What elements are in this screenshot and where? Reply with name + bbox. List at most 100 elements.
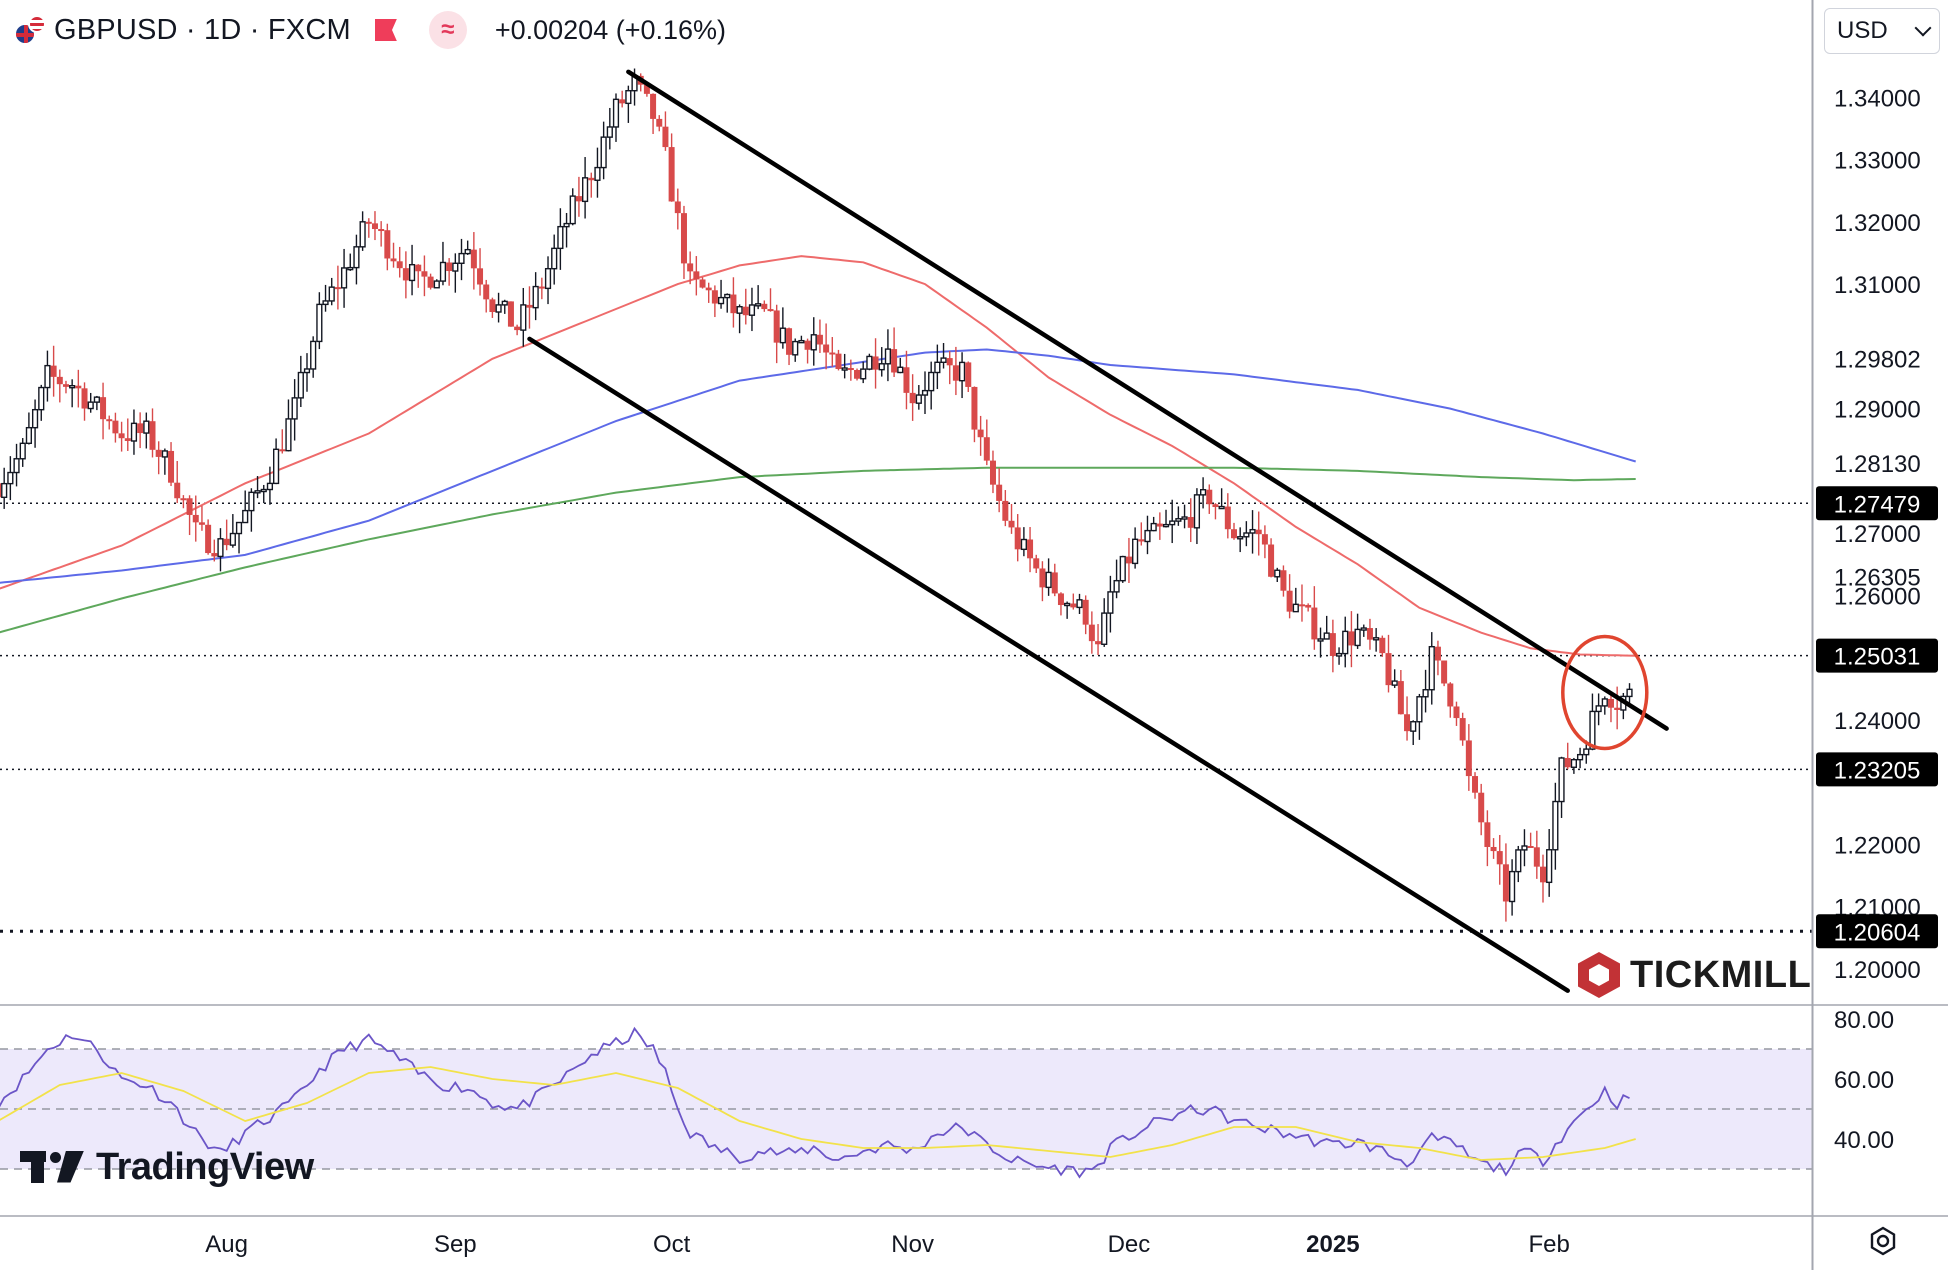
candle-body-bear xyxy=(643,84,650,94)
candle-body-bull xyxy=(143,420,150,434)
candle-body-bull xyxy=(1410,721,1417,732)
tickmill-wordmark: TICKMILL xyxy=(1630,953,1812,996)
symbol-title[interactable]: GBPUSD · 1D · FXCM xyxy=(54,13,351,46)
candle-body-bear xyxy=(674,201,681,214)
candle-body-bear xyxy=(1366,628,1373,640)
time-tick-label: Sep xyxy=(434,1231,477,1258)
candle-body-bull xyxy=(1416,696,1423,723)
candle-body-bear xyxy=(662,126,669,148)
candle-body-bull xyxy=(1601,698,1608,707)
candle-body-bear xyxy=(1484,822,1491,847)
candle-body-bull xyxy=(1570,758,1578,768)
candle-body-bull xyxy=(433,280,440,289)
candle-body-bull xyxy=(724,293,731,299)
candle-body-bull xyxy=(235,521,243,535)
candle-body-bull xyxy=(606,126,613,138)
candle-body-bear xyxy=(656,118,663,127)
candle-body-bear xyxy=(1002,500,1009,521)
candle-body-bull xyxy=(1558,757,1565,803)
candle-body-bear xyxy=(1298,604,1305,607)
candle-body-bull xyxy=(878,363,885,371)
candle-body-bull xyxy=(248,491,255,512)
tradingview-logo: TradingView xyxy=(20,1146,314,1189)
candle-body-bear xyxy=(989,460,996,485)
candle-body-bear xyxy=(1459,718,1466,741)
candle-body-bear xyxy=(211,553,218,557)
candle-body-bear xyxy=(1280,570,1287,591)
candle-body-bull xyxy=(1237,536,1244,540)
candle-body-bear xyxy=(100,397,107,420)
currency-select[interactable]: USD xyxy=(1824,8,1940,54)
candle-body-bear xyxy=(1014,527,1021,550)
candle-body-bull xyxy=(594,166,601,181)
candle-body-bear xyxy=(1206,489,1213,505)
candle-body-bull xyxy=(928,371,935,392)
candle-body-bear xyxy=(952,365,959,381)
candle-body-bear xyxy=(62,384,69,387)
moving-average-line xyxy=(0,466,1636,634)
channel-trendline xyxy=(527,336,1570,993)
candle-body-bull xyxy=(1583,748,1590,756)
candle-body-bull xyxy=(1317,638,1324,642)
settings-gear-icon[interactable] xyxy=(1868,1226,1898,1256)
candle-body-bear xyxy=(0,483,1,498)
candle-body-bear xyxy=(1540,866,1546,883)
candle-body-bear xyxy=(1305,604,1312,608)
candle-body-bear xyxy=(1057,593,1064,606)
candle-body-bull xyxy=(285,418,292,452)
candle-body-bear xyxy=(1125,556,1132,564)
gbp-usd-flag-icon xyxy=(14,15,46,45)
indicator-wave-icon[interactable]: ≈ xyxy=(428,11,467,49)
candle-body-bear xyxy=(965,362,972,387)
candle-body-bull xyxy=(229,532,236,546)
price-axis-background xyxy=(1812,0,1948,1270)
candle-body-bear xyxy=(1039,568,1046,588)
candle-body-bear xyxy=(823,344,830,353)
candle-body-bear xyxy=(365,221,372,224)
candle-body-bear xyxy=(1434,646,1441,661)
candle-body-bull xyxy=(915,394,922,404)
candle-body-bull xyxy=(495,304,502,313)
price-tick-label: 1.26305 xyxy=(1834,564,1921,591)
candle-body-bear xyxy=(687,263,694,272)
candle-body-bull xyxy=(1064,602,1071,607)
candle-body-bull xyxy=(1292,603,1299,613)
candle-body-bear xyxy=(699,279,706,288)
candle-body-bear xyxy=(829,352,836,355)
candle-body-bull xyxy=(1422,689,1429,698)
candle-body-bear xyxy=(168,450,175,483)
rsi-tick-label: 80.00 xyxy=(1834,1007,1894,1034)
candle-body-bear xyxy=(903,367,910,393)
price-labels: 1.27479 1.25031 1.23205 1.20604 xyxy=(1816,486,1938,949)
candle-body-bear xyxy=(186,498,193,515)
candle-body-bear xyxy=(50,365,57,377)
currency-value: USD xyxy=(1837,17,1888,44)
candle-body-bull xyxy=(347,266,354,271)
candle-body-bear xyxy=(1397,681,1404,715)
candle-body-bull xyxy=(600,136,607,169)
highlight-circle xyxy=(1561,634,1649,751)
candle-body-bull xyxy=(1428,645,1435,691)
candle-body-bear xyxy=(1404,714,1411,732)
candle-body-bear xyxy=(1385,653,1392,686)
price-tick-label: 1.34000 xyxy=(1834,85,1921,112)
market-flag-icon[interactable] xyxy=(375,19,399,41)
candle-body-bear xyxy=(384,230,391,259)
candle-body-bull xyxy=(1521,845,1528,851)
candle-body-bull xyxy=(452,262,459,272)
candle-body-bear xyxy=(1465,740,1472,777)
candle-body-bear xyxy=(514,326,521,331)
candle-body-bear xyxy=(1082,599,1089,625)
candlesticks xyxy=(0,68,1633,922)
candle-body-bear xyxy=(1311,607,1318,640)
price-level-lines xyxy=(0,502,1812,933)
candle-body-bull xyxy=(1169,520,1176,526)
candle-body-bull xyxy=(316,303,323,343)
candle-body-bear xyxy=(891,349,898,373)
candle-body-bull xyxy=(792,340,799,356)
candle-body-bear xyxy=(507,301,514,327)
candle-body-bear xyxy=(650,93,657,119)
candle-body-bear xyxy=(1261,534,1268,545)
candle-body-bear xyxy=(1564,757,1571,768)
